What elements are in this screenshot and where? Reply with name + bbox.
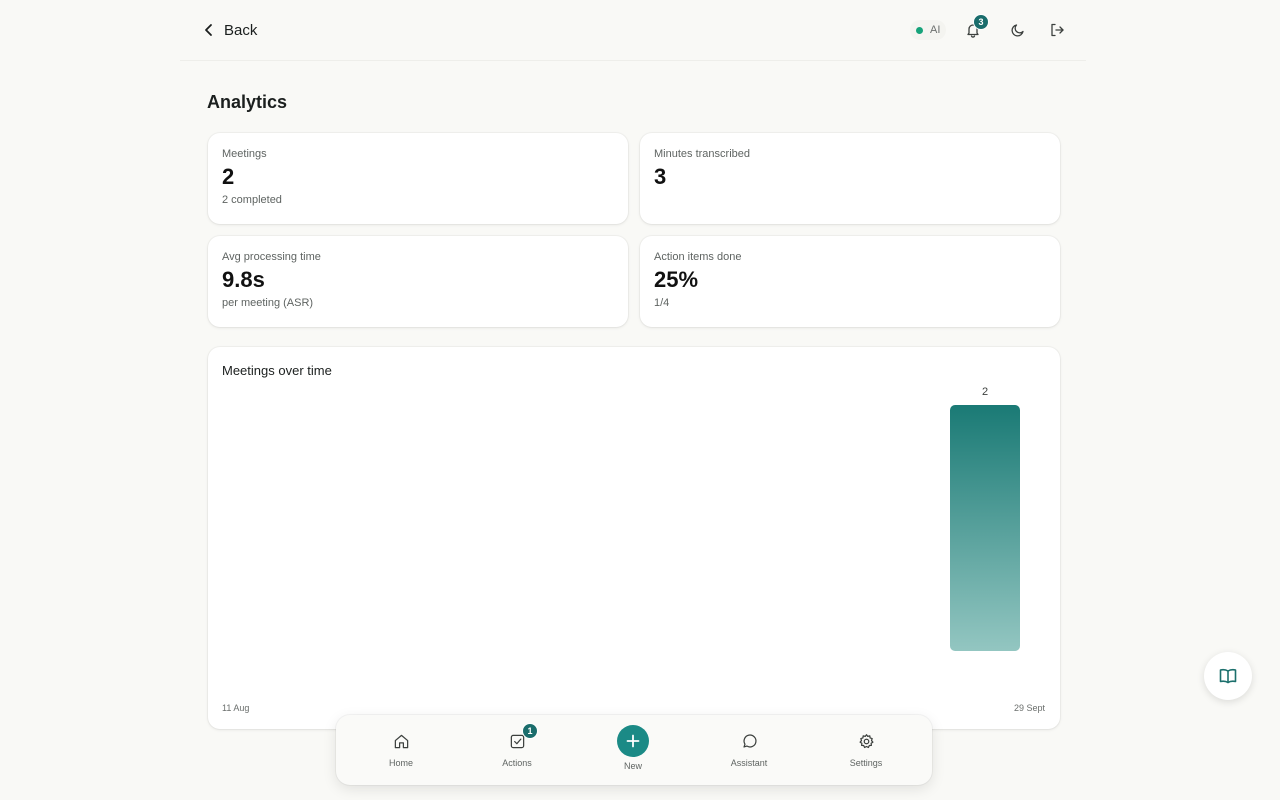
page-title: Analytics — [207, 92, 288, 112]
theme-toggle-button[interactable] — [1007, 19, 1029, 41]
meetings-over-time-chart: Meetings over time 2 11 Aug 29 Sept — [208, 347, 1060, 729]
stat-label: Minutes transcribed — [654, 148, 750, 160]
new-button[interactable] — [617, 725, 649, 757]
nav-actions[interactable]: Actions — [477, 715, 557, 785]
gear-icon — [858, 733, 874, 748]
chart-bar[interactable] — [950, 405, 1020, 651]
stat-value: 9.8s — [222, 267, 265, 292]
book-icon — [1219, 668, 1237, 684]
nav-assistant-label: Assistant — [730, 758, 768, 768]
stat-sub: 1/4 — [654, 297, 670, 309]
chevron-left-icon — [205, 24, 212, 36]
logout-button[interactable] — [1046, 19, 1068, 41]
nav-new[interactable]: New — [593, 715, 673, 785]
plus-icon — [626, 734, 640, 748]
meetings-card: Meetings 2 2 completed — [208, 133, 628, 224]
nav-settings-label: Settings — [849, 758, 883, 768]
actions-count-badge: 1 — [522, 723, 538, 739]
nav-new-label: New — [623, 761, 642, 771]
docs-button[interactable] — [1204, 652, 1252, 700]
chart-bar-value-label: 2 — [982, 386, 988, 398]
chat-bubble-icon — [742, 733, 757, 748]
back-label: Back — [224, 21, 258, 39]
status-dot — [916, 26, 923, 34]
stat-value: 3 — [654, 164, 667, 189]
x-axis-start-label: 11 Aug — [222, 703, 250, 713]
chart-title: Meetings over time — [222, 363, 332, 378]
back-button[interactable]: Back — [202, 18, 257, 42]
stat-label: Meetings — [222, 148, 267, 160]
notification-count-badge: 3 — [973, 14, 989, 30]
stat-label: Action items done — [654, 251, 742, 263]
nav-settings[interactable]: Settings — [826, 715, 906, 785]
chart-plot: 2 — [950, 386, 1020, 651]
nav-home-label: Home — [388, 758, 413, 768]
avg-processing-time-card: Avg processing time 9.8s per meeting (AS… — [208, 236, 628, 327]
bottom-navigation: Home Actions New Assistant Settings — [336, 715, 932, 785]
x-axis-end-label: 29 Sept — [1013, 703, 1045, 713]
stat-sub: 2 completed — [222, 194, 282, 206]
minutes-transcribed-card: Minutes transcribed 3 — [640, 133, 1060, 224]
stat-sub: per meeting (ASR) — [222, 297, 314, 309]
moon-icon — [1011, 24, 1024, 37]
stat-value: 2 — [222, 164, 235, 189]
nav-actions-label: Actions — [502, 758, 532, 768]
nav-home[interactable]: Home — [361, 715, 441, 785]
ai-label: AI — [930, 24, 941, 36]
logout-icon — [1051, 23, 1064, 37]
ai-status-badge: AI — [910, 20, 947, 40]
stat-label: Avg processing time — [222, 251, 321, 263]
top-bar: Back AI 3 — [180, 0, 1086, 61]
nav-assistant[interactable]: Assistant — [709, 715, 789, 785]
action-items-done-card: Action items done 25% 1/4 — [640, 236, 1060, 327]
stat-value: 25% — [654, 267, 699, 292]
checkbox-icon — [510, 734, 524, 748]
home-icon — [394, 734, 408, 748]
